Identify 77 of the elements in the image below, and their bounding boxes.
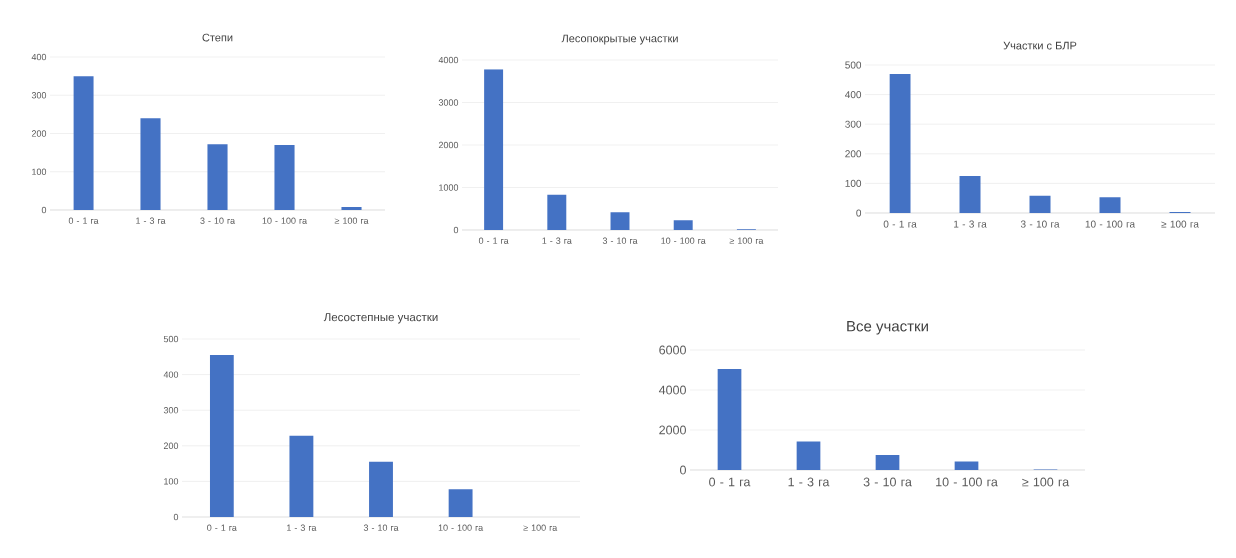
y-tick-label: 2000 <box>659 425 686 435</box>
y-tick-label: 0 <box>453 226 459 234</box>
x-tick-label: 1 - 3 га <box>542 237 572 244</box>
x-tick-label: 1 - 3 га <box>954 220 987 228</box>
y-tick-label: 100 <box>32 168 47 175</box>
chart-title: Лесопокрытые участки <box>561 34 678 45</box>
x-tick-label: ≥ 100 га <box>334 217 369 224</box>
bar <box>673 220 693 230</box>
bar <box>448 489 473 517</box>
bar <box>73 76 94 210</box>
x-tick-label: 0 - 1 га <box>207 524 237 531</box>
bar <box>209 355 234 517</box>
x-tick-label: 10 - 100 га <box>936 477 998 487</box>
bar <box>954 461 979 470</box>
x-tick-label: 0 - 1 га <box>68 217 99 224</box>
y-tick-label: 0 <box>680 465 686 475</box>
bar <box>610 212 630 230</box>
x-tick-label: 1 - 3 га <box>287 524 317 531</box>
chart-title: Лесостепные участки <box>323 313 438 324</box>
y-tick-label: 6000 <box>659 345 686 355</box>
y-tick-label: 500 <box>845 61 862 69</box>
bar <box>547 194 567 230</box>
y-tick-label: 1000 <box>439 184 459 191</box>
x-tick-label: ≥ 100 га <box>523 524 558 531</box>
y-tick-label: 500 <box>163 335 179 343</box>
bar <box>717 369 742 470</box>
bar <box>1029 195 1051 213</box>
bar <box>889 73 911 213</box>
y-tick-label: 100 <box>845 179 862 187</box>
x-tick-label: 1 - 3 га <box>136 217 166 224</box>
x-tick-label: 0 - 1 га <box>478 237 509 244</box>
x-tick-label: ≥ 100 га <box>1161 220 1199 228</box>
y-tick-label: 300 <box>163 407 179 414</box>
bar <box>796 441 821 470</box>
y-tick-label: 400 <box>163 371 179 378</box>
y-tick-label: 0 <box>173 513 179 521</box>
y-tick-label: 3000 <box>438 99 459 106</box>
x-tick-label: 3 - 10 га <box>363 524 399 531</box>
x-tick-label: ≥ 100 га <box>1022 477 1070 487</box>
chart-title: Участки с БЛР <box>1003 41 1077 50</box>
bar <box>341 206 362 210</box>
x-tick-label: 10 - 100 га <box>661 237 706 244</box>
y-tick-label: 400 <box>31 53 47 61</box>
bar <box>274 144 295 210</box>
chart-title: Все участки <box>847 321 928 335</box>
bar <box>289 435 314 517</box>
bar <box>1099 197 1121 213</box>
y-tick-label: 400 <box>845 91 862 99</box>
bar <box>140 118 161 210</box>
x-tick-label: 10 - 100 га <box>1085 220 1136 228</box>
bar <box>959 176 981 213</box>
y-tick-label: 4000 <box>438 56 459 64</box>
x-tick-label: 0 - 1 га <box>883 220 917 228</box>
y-tick-label: 0 <box>41 206 47 214</box>
x-tick-label: 3 - 10 га <box>863 477 912 487</box>
y-tick-label: 0 <box>856 209 862 217</box>
x-tick-label: ≥ 100 га <box>729 237 764 244</box>
y-tick-label: 200 <box>163 442 179 449</box>
chart-title: Степи <box>202 33 233 42</box>
bar <box>484 69 504 230</box>
x-tick-label: 3 - 10 га <box>1020 220 1060 228</box>
x-tick-label: 10 - 100 га <box>262 217 308 224</box>
y-tick-label: 300 <box>845 120 862 128</box>
y-tick-label: 300 <box>31 92 47 99</box>
x-tick-label: 3 - 10 га <box>602 237 638 244</box>
x-tick-label: 0 - 1 га <box>709 477 751 487</box>
bar <box>875 455 900 470</box>
y-tick-label: 200 <box>31 130 47 137</box>
y-tick-label: 4000 <box>658 385 686 395</box>
bar <box>207 144 228 210</box>
y-tick-label: 100 <box>164 478 179 485</box>
x-tick-label: 1 - 3 га <box>788 477 830 487</box>
bar <box>369 461 393 517</box>
x-tick-label: 10 - 100 га <box>438 524 484 531</box>
x-tick-label: 3 - 10 га <box>200 217 236 224</box>
y-tick-label: 200 <box>845 150 862 158</box>
y-tick-label: 2000 <box>438 141 459 149</box>
